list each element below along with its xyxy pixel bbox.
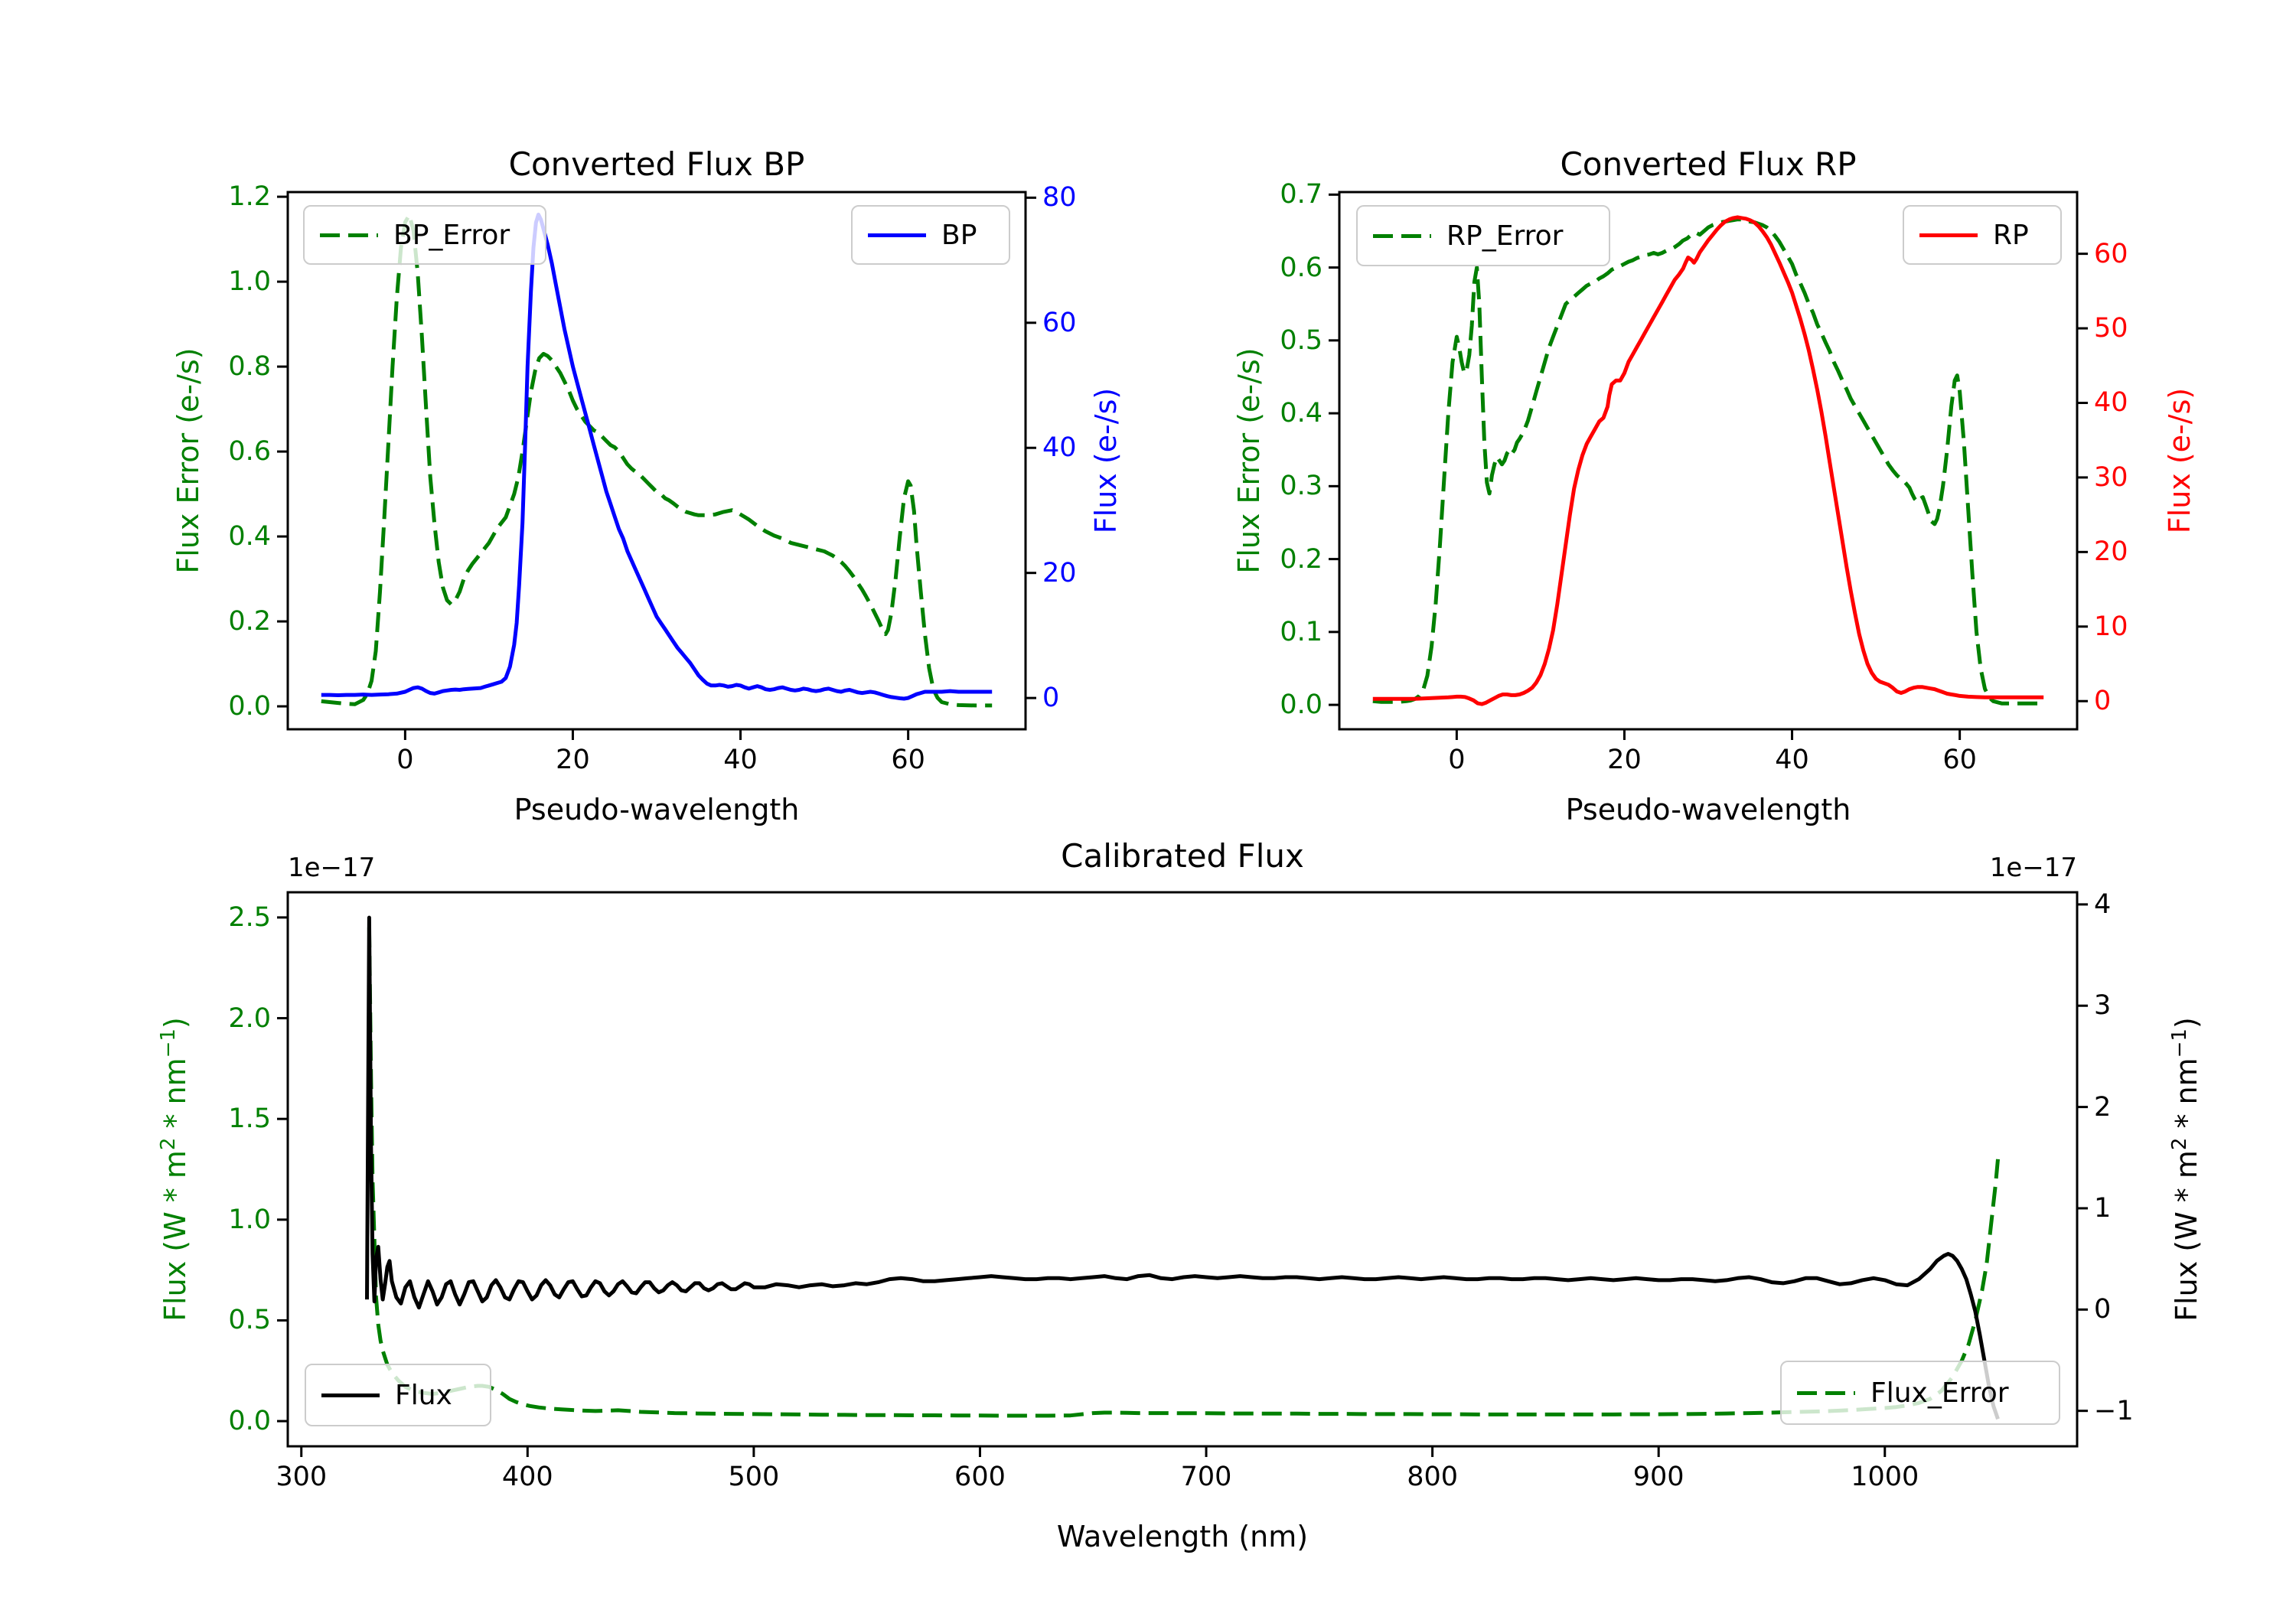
cal-yright-tick-label: 0 [2094, 1294, 2112, 1325]
bp-error-legend-line-icon [320, 233, 378, 237]
cal-left-offset-text: 1e−17 [288, 852, 376, 883]
bp-yright-tick-label: 60 [1042, 307, 1077, 338]
rp-yleft-tick-label: 0.3 [1280, 471, 1322, 502]
rp-yright-tick-label: 60 [2094, 238, 2128, 269]
cal-x-tick-label: 600 [954, 1462, 1006, 1492]
rp-x-tick-label: 0 [1448, 745, 1466, 775]
cal-x-tick-label: 400 [501, 1462, 553, 1492]
bp-error-legend-label: BP_Error [393, 219, 510, 251]
cal-yright-tick-label: 3 [2094, 990, 2112, 1022]
bp-error-legend: BP_Error [303, 205, 546, 265]
rp-rp_error-curve [1372, 217, 2044, 706]
rp-chart-title: Converted Flux RP [1560, 145, 1857, 183]
cal-yleft-tick-label: 0.0 [228, 1406, 271, 1437]
rp-yaxis-left-label: Flux Error (e-/s) [1232, 347, 1266, 574]
cal-yleft-tick-label: 1.5 [228, 1103, 271, 1135]
cal-yleft-tick-label: 0.5 [228, 1305, 271, 1336]
flux-error-legend: Flux_Error [1780, 1361, 2060, 1425]
bp-yright-tick-label: 0 [1042, 683, 1060, 714]
bp-legend-label: BP [941, 219, 977, 251]
cal-right-offset-text: 1e−17 [1989, 852, 2077, 883]
rp-x-tick-label: 60 [1942, 745, 1977, 775]
bp-yleft-tick-label: 1.0 [228, 266, 271, 298]
rp-x-tick-label: 20 [1607, 745, 1642, 775]
rp-yright-tick-label: 50 [2094, 313, 2128, 344]
bp-yleft-tick-label: 0.0 [228, 691, 271, 722]
rp-xaxis-label: Pseudo-wavelength [1565, 793, 1851, 826]
rp-yright-tick-label: 30 [2094, 461, 2128, 493]
rp-yleft-tick-label: 0.4 [1280, 398, 1322, 429]
rp-legend-line-icon [1919, 233, 1978, 237]
bp-yright-tick-label: 80 [1042, 182, 1077, 214]
rp-error-legend: RP_Error [1356, 205, 1610, 266]
bp-x-tick-label: 60 [891, 745, 925, 775]
flux-legend-line-icon [321, 1393, 380, 1397]
cal-flux_error-curve [367, 927, 2000, 1418]
bp-x-tick-label: 20 [556, 745, 590, 775]
rp-yright-tick-label: 0 [2094, 686, 2112, 717]
bp-legend-line-icon [868, 233, 926, 237]
cal-x-tick-label: 300 [276, 1462, 328, 1492]
cal-x-tick-label: 900 [1632, 1462, 1684, 1492]
bp-yleft-tick-label: 0.8 [228, 351, 271, 383]
bp-yright-tick-label: 20 [1042, 557, 1077, 588]
cal-flux-curve [365, 915, 2000, 1420]
flux-error-legend-line-icon [1797, 1390, 1855, 1395]
rp-legend-label: RP [1993, 219, 2029, 251]
cal-yleft-tick-label: 1.0 [228, 1204, 271, 1235]
rp-yleft-tick-label: 0.2 [1280, 543, 1322, 575]
rp-yright-tick-label: 20 [2094, 536, 2128, 568]
cal-yright-tick-label: 2 [2094, 1091, 2112, 1123]
rp-yleft-tick-label: 0.1 [1280, 616, 1322, 647]
bp-yright-tick-label: 40 [1042, 432, 1077, 464]
bp-yaxis-left-label: Flux Error (e-/s) [171, 347, 205, 574]
rp-legend: RP [1903, 205, 2062, 265]
cal-chart-title: Calibrated Flux [1061, 837, 1304, 875]
cal-yleft-tick-label: 2.0 [228, 1002, 271, 1034]
cal-yright-tick-label: −1 [2094, 1395, 2134, 1426]
rp-yleft-tick-label: 0.6 [1280, 252, 1322, 283]
bp-yleft-tick-label: 1.2 [228, 181, 271, 213]
flux-error-legend-label: Flux_Error [1870, 1377, 2009, 1409]
bp-yaxis-right-label: Flux (e-/s) [1089, 387, 1123, 534]
rp-error-legend-line-icon [1373, 233, 1431, 238]
rp-x-tick-label: 40 [1775, 745, 1809, 775]
bp-x-tick-label: 0 [396, 745, 414, 775]
cal-yleft-tick-label: 2.5 [228, 901, 271, 933]
rp-yaxis-right-label: Flux (e-/s) [2163, 387, 2197, 534]
bp-yleft-tick-label: 0.6 [228, 436, 271, 468]
cal-x-tick-label: 700 [1180, 1462, 1232, 1492]
cal-x-tick-label: 800 [1407, 1462, 1459, 1492]
bp-x-tick-label: 40 [723, 745, 758, 775]
rp-yleft-tick-label: 0.7 [1280, 179, 1322, 210]
rp-yright-tick-label: 40 [2094, 387, 2128, 419]
bp-yleft-tick-label: 0.2 [228, 606, 271, 637]
rp-yright-tick-label: 10 [2094, 611, 2128, 642]
rp-error-legend-label: RP_Error [1446, 220, 1564, 252]
cal-plot-frame [286, 891, 2079, 1448]
cal-yaxis-left-label: Flux (W * m2 * nm−1) [157, 1017, 192, 1322]
rp-plot-frame [1338, 191, 2079, 731]
cal-x-tick-label: 500 [728, 1462, 780, 1492]
bp-plot-frame [286, 191, 1027, 731]
rp-yleft-tick-label: 0.0 [1280, 689, 1322, 721]
cal-yaxis-right-label: Flux (W * m2 * nm−1) [2168, 1017, 2203, 1322]
flux-legend-label: Flux [395, 1379, 452, 1411]
cal-xaxis-label: Wavelength (nm) [1056, 1520, 1309, 1553]
cal-yright-tick-label: 4 [2094, 888, 2112, 920]
bp-yleft-tick-label: 0.4 [228, 521, 271, 553]
bp-bp-curve [321, 212, 993, 701]
rp-yleft-tick-label: 0.5 [1280, 324, 1322, 356]
cal-yright-tick-label: 1 [2094, 1192, 2112, 1224]
bp-bp_error-curve [321, 213, 993, 708]
bp-chart-title: Converted Flux BP [508, 145, 805, 183]
bp-xaxis-label: Pseudo-wavelength [514, 793, 800, 826]
cal-x-tick-label: 1000 [1851, 1462, 1919, 1492]
rp-rp-curve [1372, 215, 2044, 706]
flux-legend: Flux [305, 1364, 491, 1426]
bp-legend: BP [851, 205, 1010, 265]
